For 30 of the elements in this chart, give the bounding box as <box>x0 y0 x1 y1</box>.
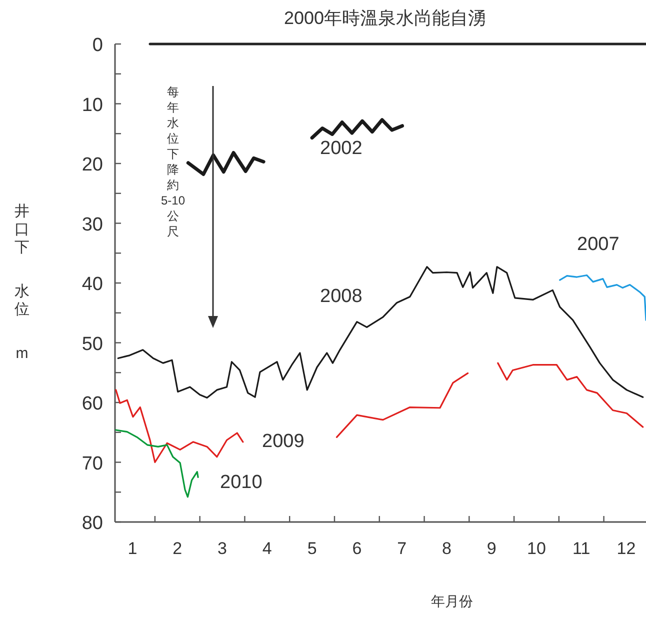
y-tick-label: 30 <box>82 214 103 236</box>
series-label: 2002 <box>320 138 362 159</box>
text: 每年水位下降約5-10公尺 <box>160 85 186 238</box>
x-tick-label: 2 <box>172 539 182 558</box>
x-axis-title: 年月份 <box>431 593 473 609</box>
y-tick-label: 60 <box>82 394 103 414</box>
x-tick-label: 7 <box>397 539 407 558</box>
x-tick-label: 10 <box>527 539 546 558</box>
x-tick-label: 9 <box>486 539 496 558</box>
y-tick-label: 10 <box>82 94 103 116</box>
text: 井口下水位m <box>14 203 30 362</box>
series-label: 2007 <box>577 234 620 255</box>
y-tick-label: 50 <box>82 334 103 355</box>
y-tick-label: 70 <box>82 453 103 474</box>
x-tick-label: 11 <box>572 539 590 558</box>
x-tick-label: 5 <box>307 539 317 558</box>
x-tick-label: 3 <box>218 539 228 558</box>
y-tick-label: 0 <box>92 35 103 56</box>
x-tick-label: 1 <box>128 539 138 558</box>
y-tick-label: 20 <box>82 154 103 176</box>
y-tick-label: 80 <box>82 513 103 534</box>
series-label: 2008 <box>320 286 362 307</box>
x-tick-label: 4 <box>262 539 272 558</box>
x-tick-label: 8 <box>442 539 452 558</box>
series-label: 2010 <box>220 472 262 493</box>
x-tick-label: 6 <box>352 539 362 558</box>
y-tick-label: 40 <box>82 274 103 295</box>
x-tick-label: 12 <box>616 539 636 558</box>
chart-title: 2000年時溫泉水尚能自湧 <box>284 8 486 28</box>
series-label: 2009 <box>262 431 304 452</box>
